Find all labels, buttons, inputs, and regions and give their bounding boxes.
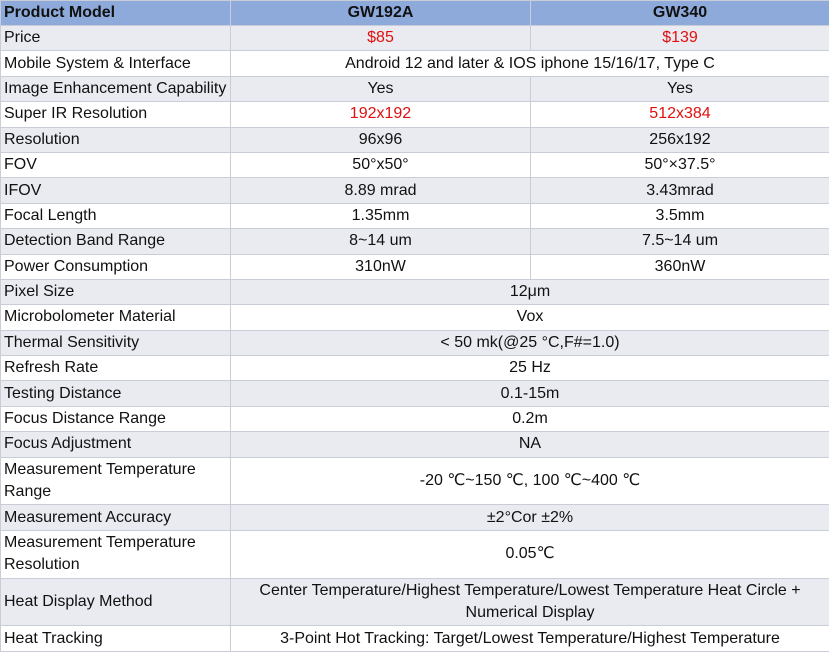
spec-row: Measurement Temperature Range -20 ℃~150 ℃… <box>0 456 829 506</box>
spec-value: 192x192 <box>230 101 531 128</box>
spec-value: Yes <box>230 75 531 103</box>
spec-row: Focus Distance Range 0.2m <box>0 405 829 433</box>
spec-row: Heat Tracking 3-Point Hot Tracking: Targe… <box>0 625 829 652</box>
spec-value: -20 ℃~150 ℃, 100 ℃~400 ℃ <box>230 456 829 506</box>
header-row: Product Model GW192A GW340 <box>0 0 829 26</box>
spec-value: 25 Hz <box>230 355 829 382</box>
spec-value: 0.2m <box>230 405 829 433</box>
spec-value: 1.35mm <box>230 202 531 230</box>
spec-value: 96x96 <box>230 126 531 153</box>
spec-row: Measurement Accuracy ±2°Cor ±2% <box>0 504 829 531</box>
header-label: Product Model <box>0 0 231 26</box>
spec-label: Focus Adjustment <box>0 431 231 458</box>
spec-value: NA <box>230 431 829 458</box>
spec-row: Testing Distance 0.1-15m <box>0 380 829 407</box>
spec-row: Image Enhancement Capability Yes Yes <box>0 75 829 103</box>
spec-value: 512x384 <box>530 101 829 128</box>
spec-value: Vox <box>230 304 829 331</box>
spec-row: Power Consumption 310nW 360nW <box>0 253 829 280</box>
spec-value: 3.43mrad <box>530 177 829 204</box>
spec-value: 256x192 <box>530 126 829 153</box>
spec-label: Measurement Temperature Resolution <box>0 529 231 579</box>
spec-label: Heat Display Method <box>0 577 231 627</box>
spec-row: Thermal Sensitivity < 50 mk(@25 °C,F#=1.0… <box>0 329 829 357</box>
model-header: GW192A <box>230 0 531 26</box>
spec-row: IFOV 8.89 mrad 3.43mrad <box>0 177 829 204</box>
spec-value: 50°x50° <box>230 151 531 179</box>
spec-label: Thermal Sensitivity <box>0 329 231 357</box>
spec-value: 360nW <box>530 253 829 280</box>
spec-row: Refresh Rate 25 Hz <box>0 355 829 382</box>
spec-value: Android 12 and later & IOS iphone 15/16/… <box>230 50 829 77</box>
spec-label: Focal Length <box>0 202 231 230</box>
spec-value: 310nW <box>230 253 531 280</box>
spec-label: Image Enhancement Capability <box>0 75 231 103</box>
spec-label: IFOV <box>0 177 231 204</box>
spec-value: 0.1-15m <box>230 380 829 407</box>
spec-row: Measurement Temperature Resolution 0.05℃ <box>0 529 829 579</box>
spec-label: Super IR Resolution <box>0 101 231 128</box>
spec-row: Microbolometer Material Vox <box>0 304 829 331</box>
spec-row: Focus Adjustment NA <box>0 431 829 458</box>
spec-value: 7.5~14 um <box>530 228 829 255</box>
spec-row: Detection Band Range 8~14 um 7.5~14 um <box>0 228 829 255</box>
spec-value: 8.89 mrad <box>230 177 531 204</box>
spec-row: Heat Display Method Center Temperature/Hi… <box>0 577 829 627</box>
spec-label: Resolution <box>0 126 231 153</box>
spec-row: Pixel Size 12μm <box>0 278 829 306</box>
spec-label: FOV <box>0 151 231 179</box>
spec-label: Detection Band Range <box>0 228 231 255</box>
spec-value: Yes <box>530 75 829 103</box>
spec-label: Measurement Accuracy <box>0 504 231 531</box>
table-body: Price $85 $139 Mobile System & Interface And… <box>0 24 829 652</box>
spec-value: 3.5mm <box>530 202 829 230</box>
spec-row: Resolution 96x96 256x192 <box>0 126 829 153</box>
spec-row: Focal Length 1.35mm 3.5mm <box>0 202 829 230</box>
spec-row: Price $85 $139 <box>0 24 829 52</box>
spec-label: Pixel Size <box>0 278 231 306</box>
spec-value: 0.05℃ <box>230 529 829 579</box>
spec-row: FOV 50°x50° 50°×37.5° <box>0 151 829 179</box>
spec-value: Center Temperature/Highest Temperature/L… <box>230 577 829 627</box>
spec-value: 8~14 um <box>230 228 531 255</box>
spec-value: < 50 mk(@25 °C,F#=1.0) <box>230 329 829 357</box>
spec-label: Mobile System & Interface <box>0 50 231 77</box>
spec-label: Heat Tracking <box>0 625 231 652</box>
spec-value: 3-Point Hot Tracking: Target/Lowest Temp… <box>230 625 829 652</box>
spec-label: Focus Distance Range <box>0 405 231 433</box>
spec-label: Refresh Rate <box>0 355 231 382</box>
spec-value: $139 <box>530 24 829 52</box>
spec-value: 50°×37.5° <box>530 151 829 179</box>
spec-label: Measurement Temperature Range <box>0 456 231 506</box>
spec-label: Microbolometer Material <box>0 304 231 331</box>
spec-row: Mobile System & Interface Android 12 and … <box>0 50 829 77</box>
spec-label: Testing Distance <box>0 380 231 407</box>
spec-row: Super IR Resolution 192x192 512x384 <box>0 101 829 128</box>
spec-value: 12μm <box>230 278 829 306</box>
spec-label: Power Consumption <box>0 253 231 280</box>
spec-value: ±2°Cor ±2% <box>230 504 829 531</box>
spec-label: Price <box>0 24 231 52</box>
model-header: GW340 <box>530 0 829 26</box>
spec-value: $85 <box>230 24 531 52</box>
